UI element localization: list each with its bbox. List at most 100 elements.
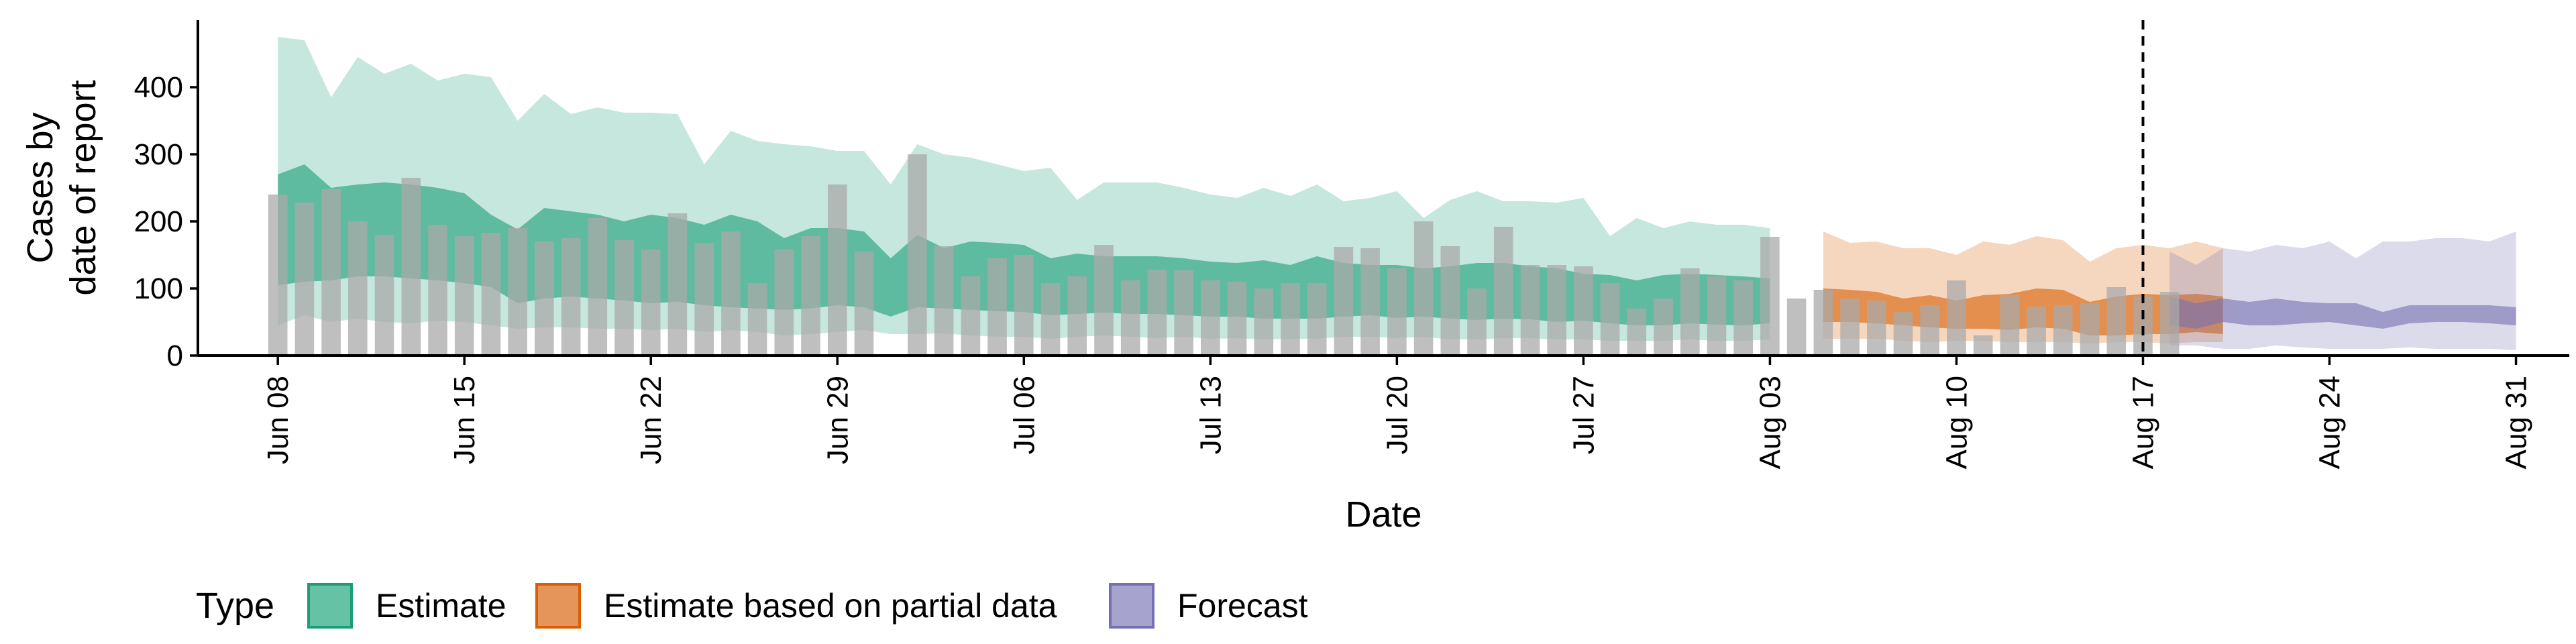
y-axis-title: Cases bydate of report [20, 80, 103, 295]
x-tick-label: Aug 31 [2500, 376, 2533, 469]
x-tick-label: Jun 15 [448, 376, 481, 464]
bar-observed-cases [1574, 266, 1593, 356]
legend-swatch [1109, 583, 1155, 629]
x-tick-label: Jul 27 [1567, 376, 1600, 454]
bar-observed-cases [1281, 283, 1300, 356]
bar-observed-cases [934, 246, 954, 356]
bar-observed-cases [1360, 248, 1380, 356]
bar-observed-cases [908, 154, 927, 356]
bar-observed-cases [1067, 276, 1087, 356]
bar-observed-cases [1227, 282, 1247, 356]
bar-observed-cases [2159, 292, 2180, 356]
x-tick-label: Jul 20 [1381, 376, 1413, 454]
legend-label: Estimate [376, 587, 506, 625]
x-tick-label: Jun 22 [635, 376, 667, 464]
bar-observed-cases [1120, 280, 1140, 356]
legend: Type Estimate Estimate based on partial da… [196, 583, 1308, 629]
bar-observed-cases [1760, 237, 1780, 356]
x-tick-label: Jul 13 [1194, 376, 1227, 454]
bar-observed-cases [2080, 303, 2100, 356]
bar-observed-cases [401, 178, 421, 356]
bar-observed-cases [1307, 283, 1327, 356]
bar-observed-cases [1493, 227, 1513, 356]
bar-observed-cases [747, 283, 767, 356]
bar-observed-cases [721, 231, 741, 356]
bar-observed-cases [2000, 295, 2020, 356]
bar-observed-cases [1147, 270, 1167, 356]
bar-observed-cases [801, 236, 820, 356]
bar-observed-cases [1440, 246, 1460, 356]
bar-observed-cases [1201, 280, 1220, 356]
x-tick-label: Aug 10 [1941, 376, 1974, 469]
bar-observed-cases [1920, 305, 1939, 356]
bar-observed-cases [694, 243, 714, 356]
bar-observed-cases [1947, 280, 1966, 356]
bar-observed-cases [1387, 268, 1407, 356]
bar-observed-cases [588, 218, 608, 356]
bar-observed-cases [1654, 299, 1673, 356]
bar-observed-cases [374, 235, 394, 356]
bar-observed-cases [667, 213, 688, 356]
bar-observed-cases [961, 276, 981, 356]
bar-observed-cases [854, 252, 874, 356]
x-tick-label: Jun 29 [821, 376, 854, 464]
y-tick-label: 400 [134, 71, 183, 104]
legend-label: Forecast [1177, 587, 1308, 625]
bar-observed-cases [428, 225, 447, 356]
bar-observed-cases [1254, 288, 1274, 356]
bar-observed-cases [2106, 287, 2127, 356]
legend-title: Type [196, 586, 274, 626]
bar-observed-cases [321, 189, 341, 356]
bar-observed-cases [1973, 335, 1993, 356]
bar-observed-cases [454, 236, 474, 356]
bar-observed-cases [1174, 270, 1193, 356]
bar-observed-cases [1040, 283, 1061, 356]
y-tick-label: 0 [167, 339, 183, 372]
x-tick-label: Aug 17 [2127, 376, 2160, 469]
bar-observed-cases [508, 228, 527, 356]
bar-observed-cases [2053, 305, 2073, 356]
bar-observed-cases [1014, 255, 1034, 356]
bar-observed-cases [2027, 307, 2046, 356]
ribbon-50-forecast [2169, 297, 2516, 329]
legend-swatch [535, 583, 581, 629]
y-tick-label: 200 [134, 205, 183, 238]
x-tick-label: Jun 08 [262, 376, 294, 464]
bar-observed-cases [535, 241, 554, 356]
bar-observed-cases [1840, 299, 1860, 356]
ribbon-90-forecast [2169, 231, 2516, 350]
bar-observed-cases [1467, 288, 1487, 356]
bar-observed-cases [987, 258, 1007, 356]
bar-observed-cases [1547, 265, 1566, 356]
axes-layer: 0 100 200 300 400 Jun 08 Jun 15 Jun 22 Jun 29 Jul… [20, 20, 2569, 535]
bar-observed-cases [1627, 309, 1647, 356]
bar-observed-cases [828, 184, 847, 356]
bar-observed-cases [1813, 290, 1833, 356]
legend-swatch [307, 583, 353, 629]
bar-observed-cases [481, 233, 501, 356]
bar-observed-cases [1707, 276, 1727, 356]
bar-observed-cases [348, 221, 368, 356]
bar-observed-cases [1867, 301, 1886, 356]
x-axis-title: Date [1345, 494, 1421, 535]
bar-layer [268, 154, 2180, 356]
x-tick-label: Aug 24 [2314, 376, 2347, 469]
legend-label: Estimate based on partial data [604, 587, 1057, 625]
y-tick-label: 100 [134, 272, 183, 305]
bar-observed-cases [561, 238, 581, 356]
bar-observed-cases [614, 240, 634, 356]
bar-observed-cases [1600, 283, 1620, 356]
y-tick-label: 300 [134, 138, 183, 171]
bar-observed-cases [268, 195, 288, 356]
bar-observed-cases [1520, 265, 1540, 356]
bar-observed-cases [774, 250, 794, 356]
x-tick-label: Aug 03 [1754, 376, 1786, 469]
bar-observed-cases [1680, 268, 1700, 356]
x-tick-label: Jul 06 [1008, 376, 1040, 454]
bar-observed-cases [1786, 299, 1807, 356]
bar-observed-cases [1334, 247, 1354, 356]
bar-observed-cases [641, 250, 661, 356]
bar-observed-cases [294, 203, 315, 356]
